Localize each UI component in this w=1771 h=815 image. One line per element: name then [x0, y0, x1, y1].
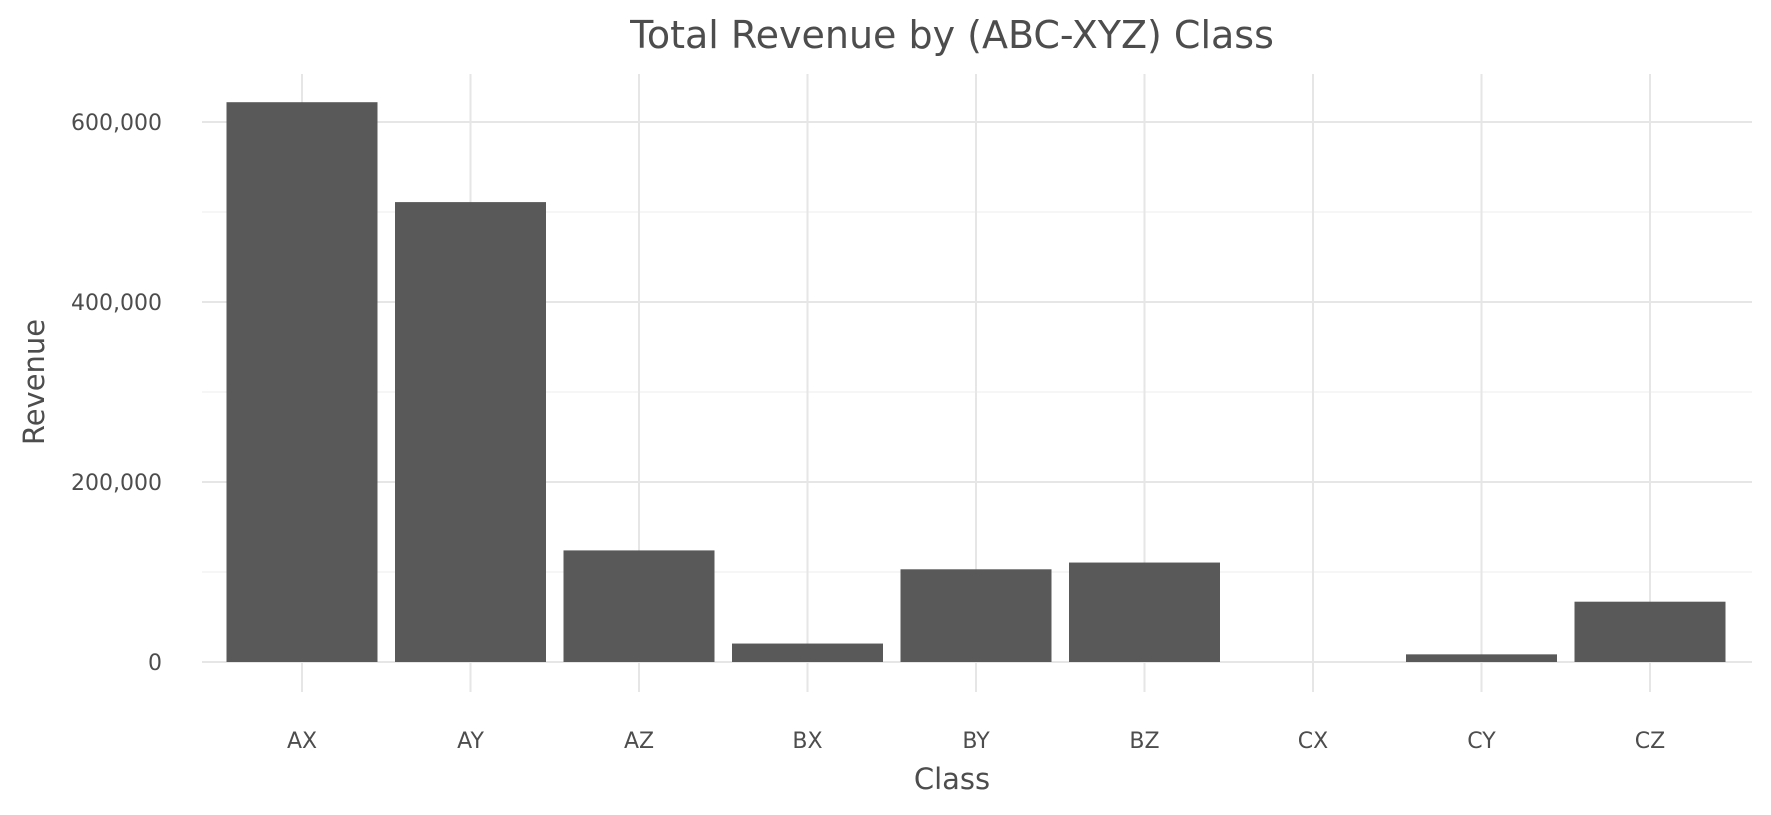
- x-tick-label: CX: [1298, 729, 1328, 754]
- bar-cz: [1574, 601, 1726, 662]
- x-tick-label: CZ: [1635, 729, 1665, 754]
- bars: [226, 102, 1726, 662]
- bar-ax: [226, 102, 378, 662]
- bar-by: [900, 569, 1052, 662]
- y-axis-ticks: 0 200,000 400,000 600,000: [71, 111, 162, 676]
- x-tick-label: AX: [287, 729, 317, 754]
- bar-cy: [1406, 654, 1557, 662]
- y-tick-label: 200,000: [71, 471, 162, 496]
- y-tick-label: 600,000: [71, 111, 162, 136]
- x-tick-label: CY: [1467, 729, 1496, 754]
- bar-bx: [732, 643, 883, 662]
- x-tick-label: BZ: [1129, 729, 1159, 754]
- x-tick-label: BY: [962, 729, 990, 754]
- chart-title: Total Revenue by (ABC-XYZ) Class: [629, 13, 1274, 57]
- x-axis-title: Class: [914, 762, 990, 796]
- y-tick-label: 400,000: [71, 291, 162, 316]
- x-tick-label: BX: [792, 729, 822, 754]
- y-tick-label: 0: [148, 651, 162, 676]
- x-tick-label: AZ: [624, 729, 654, 754]
- x-axis-ticks: AX AY AZ BX BY BZ CX CY CZ: [287, 729, 1665, 754]
- bar-ay: [395, 202, 546, 662]
- bar-az: [563, 550, 715, 662]
- y-axis-title: Revenue: [17, 319, 51, 445]
- bar-bz: [1069, 562, 1220, 662]
- x-tick-label: AY: [457, 729, 484, 754]
